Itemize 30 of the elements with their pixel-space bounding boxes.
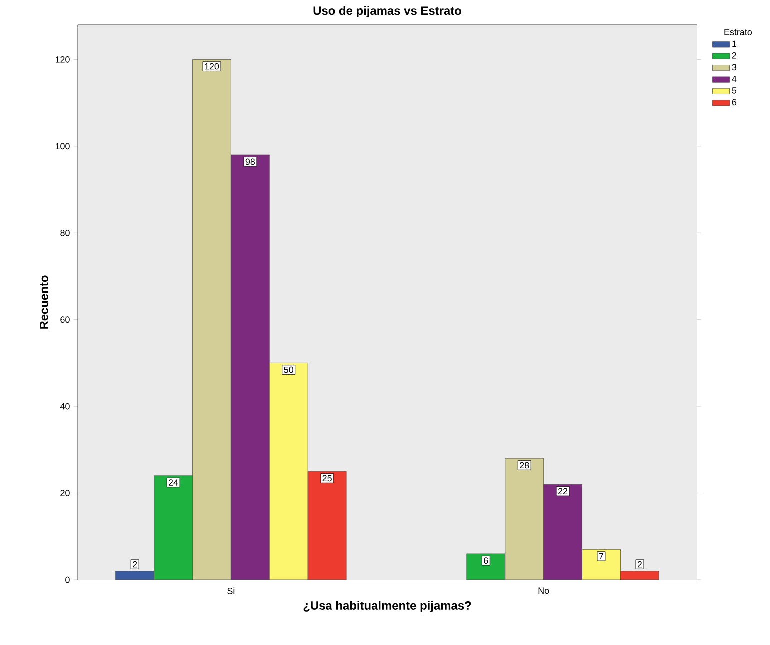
y-tick-label: 120 — [56, 56, 70, 63]
legend-label: 3 — [732, 64, 737, 71]
y-tick-label: 20 — [60, 490, 70, 496]
legend-label: 5 — [732, 88, 737, 94]
data-label: 6 — [484, 558, 488, 564]
legend-label: 1 — [732, 40, 737, 47]
legend-label: 4 — [732, 76, 737, 82]
y-tick-label: 0 — [66, 576, 70, 584]
data-label: 120 — [205, 63, 220, 70]
data-label: 24 — [168, 480, 178, 486]
data-label: 2 — [133, 561, 138, 568]
legend-label: 6 — [732, 99, 737, 106]
x-tick-label: No — [538, 588, 550, 594]
legend-label: 2 — [732, 52, 737, 59]
data-label: 25 — [322, 475, 332, 482]
y-tick-label: 100 — [56, 143, 70, 150]
y-tick-label: 80 — [60, 230, 70, 236]
y-tick-label: 40 — [60, 403, 70, 410]
data-label: 98 — [246, 158, 256, 166]
data-label: 2 — [638, 561, 642, 568]
chart-title: Uso de pijamas vs Estrato — [314, 6, 462, 18]
data-label: 50 — [284, 366, 294, 374]
x-axis-title: ¿Usa habitualmente pijamas? — [304, 601, 472, 612]
y-axis-title: Recuento — [40, 276, 48, 329]
y-tick-label: 60 — [60, 316, 70, 324]
legend-title: Estrato — [724, 29, 752, 36]
data-label: 22 — [558, 488, 568, 495]
data-label: 7 — [599, 553, 604, 560]
data-label: 28 — [520, 462, 530, 469]
x-tick-label: Si — [228, 588, 235, 594]
